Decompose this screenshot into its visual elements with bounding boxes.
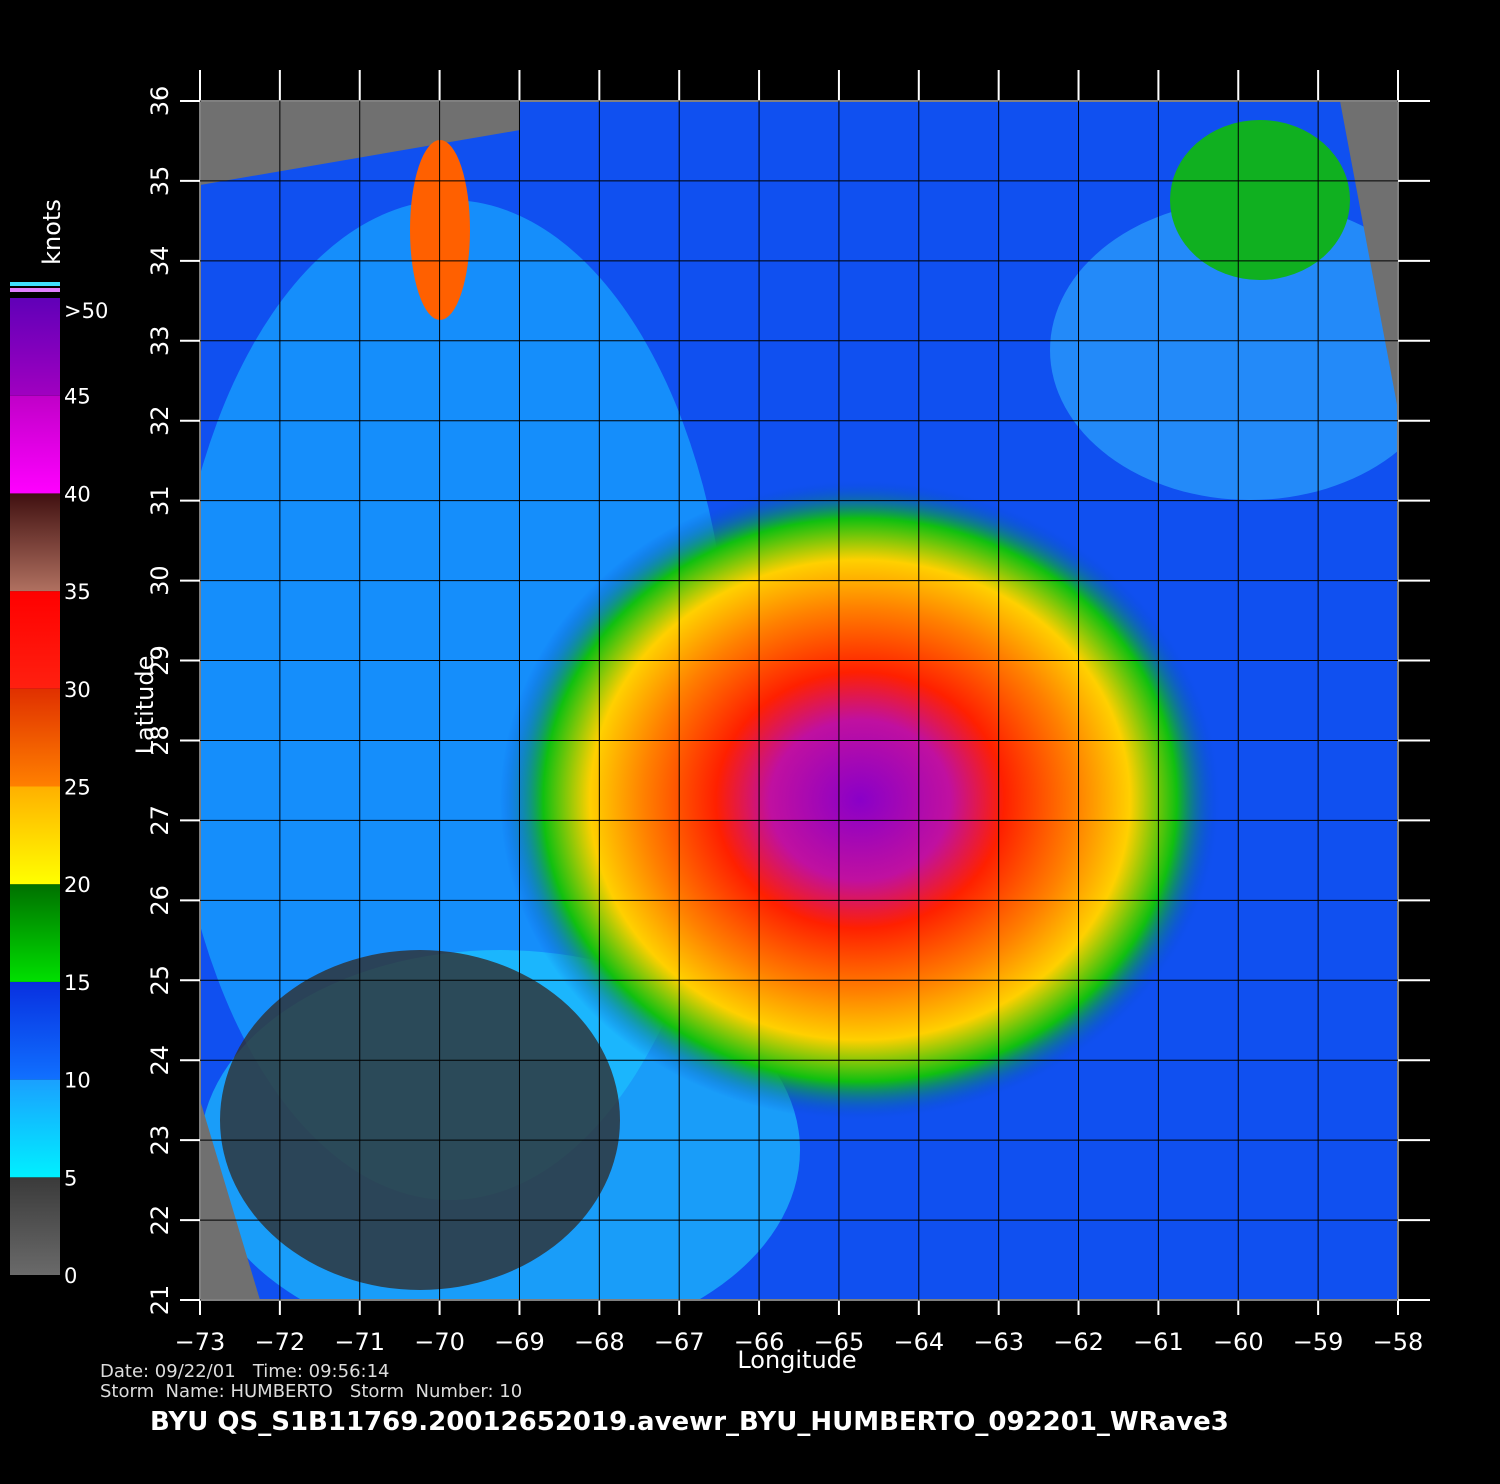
y-tick-label: 29 xyxy=(146,645,174,676)
y-tick-label: 27 xyxy=(146,805,174,836)
x-tick-label: −59 xyxy=(1293,1328,1344,1356)
colorbar-segment xyxy=(10,1079,60,1178)
y-tick-label: 30 xyxy=(146,565,174,596)
x-tick-label: −72 xyxy=(255,1328,306,1356)
wind-patch xyxy=(1170,120,1350,280)
y-tick-label: 31 xyxy=(146,485,174,516)
storm-info: Storm Name: HUMBERTO Storm Number: 10 xyxy=(100,1381,522,1402)
light-wind-area xyxy=(1050,200,1398,500)
colorbar-tick-label: 45 xyxy=(64,385,91,409)
y-axis-label: Latitude xyxy=(131,656,159,755)
y-tick-label: 35 xyxy=(146,166,174,197)
colorbar-tick-label: 40 xyxy=(64,482,91,506)
x-tick-label: −64 xyxy=(893,1328,944,1356)
colorbar-cap xyxy=(10,288,60,292)
x-tick-label: −58 xyxy=(1373,1328,1424,1356)
y-tick-label: 21 xyxy=(146,1285,174,1316)
colorbar-segment xyxy=(10,884,60,982)
y-tick-label: 25 xyxy=(146,965,174,996)
x-tick-label: −67 xyxy=(654,1328,705,1356)
x-tick-label: −65 xyxy=(814,1328,865,1356)
x-tick-label: −63 xyxy=(973,1328,1024,1356)
y-tick-label: 32 xyxy=(146,405,174,436)
no-data xyxy=(200,1100,260,1300)
no-data xyxy=(1340,101,1398,410)
y-tick-label: 23 xyxy=(146,1125,174,1156)
colorbar-tick-label: 20 xyxy=(64,873,91,897)
colorbar-segment xyxy=(10,298,60,396)
x-tick-label: −60 xyxy=(1213,1328,1264,1356)
title: BYU QS_S1B11769.20012652019.avewr_BYU_HU… xyxy=(150,1407,1229,1437)
storm-core xyxy=(500,480,1220,1120)
date-time: Date: 09/22/01 Time: 09:56:14 xyxy=(100,1361,390,1382)
x-axis-label: Longitude xyxy=(737,1346,856,1374)
colorbar-tick-label: >50 xyxy=(64,299,108,323)
y-tick-label: 22 xyxy=(146,1205,174,1236)
x-tick-label: −71 xyxy=(334,1328,385,1356)
colorbar-tick-label: 25 xyxy=(64,776,91,800)
calm-area xyxy=(220,950,620,1290)
colorbar-segment xyxy=(10,688,60,787)
colorbar-tick-label: 15 xyxy=(64,971,91,995)
colorbar-segment xyxy=(10,786,60,885)
colorbar-segment xyxy=(10,493,60,592)
x-tick-label: −69 xyxy=(494,1328,545,1356)
y-tick-label: 36 xyxy=(146,86,174,117)
colorbar-tick-label: 10 xyxy=(64,1069,91,1093)
colorbar-segment xyxy=(10,591,60,689)
x-tick-label: −62 xyxy=(1053,1328,1104,1356)
colorbar-segment xyxy=(10,395,60,494)
y-tick-label: 34 xyxy=(146,246,174,277)
x-tick-label: −61 xyxy=(1133,1328,1184,1356)
x-tick-label: −68 xyxy=(574,1328,625,1356)
colorbar-segment xyxy=(10,981,60,1080)
x-tick-label: −66 xyxy=(734,1328,785,1356)
colorbar-segment xyxy=(10,1177,60,1275)
colorbar-tick-label: 0 xyxy=(64,1264,77,1288)
y-tick-label: 33 xyxy=(146,326,174,357)
wind-field xyxy=(200,101,1398,1300)
colorbar-tick-label: 35 xyxy=(64,580,91,604)
colorbar-tick-label: 30 xyxy=(64,678,91,702)
x-tick-label: −70 xyxy=(414,1328,465,1356)
colorbar-tick-label: 5 xyxy=(64,1166,77,1190)
colorbar-label: knots xyxy=(38,199,66,265)
colorbar-cap xyxy=(10,282,60,286)
y-tick-label: 28 xyxy=(146,725,174,756)
y-tick-label: 24 xyxy=(146,1045,174,1076)
x-tick-label: −73 xyxy=(175,1328,226,1356)
y-tick-label: 26 xyxy=(146,885,174,916)
